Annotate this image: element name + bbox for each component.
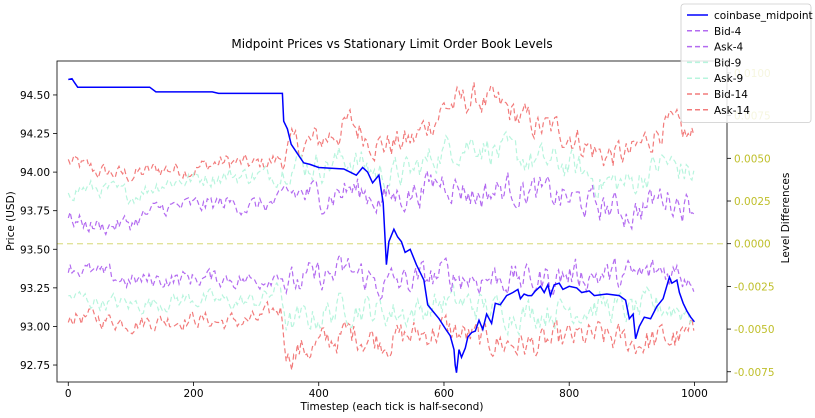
legend-box — [680, 3, 812, 123]
y-tick: 93.00 — [20, 321, 57, 333]
legend-label: Bid-14 — [714, 89, 748, 101]
y-right-tick: -0.0075 — [727, 367, 775, 379]
legend-item: Ask-4 — [687, 42, 744, 54]
y-right-tick-label: 0.0000 — [734, 239, 771, 251]
x-tick-label: 200 — [183, 388, 203, 400]
y-tick-label: 94.50 — [20, 90, 50, 102]
series-bid-4 — [67, 170, 695, 236]
y-tick-label: 93.75 — [20, 206, 50, 218]
y-right-tick: 0.0050 — [727, 153, 771, 165]
x-tick-label: 800 — [559, 388, 579, 400]
y-tick-label: 92.75 — [20, 360, 50, 372]
y-tick-label: 93.00 — [20, 321, 50, 333]
legend-label: Ask-4 — [714, 42, 744, 54]
y-right-tick-label: -0.0050 — [734, 324, 775, 336]
legend-item: Ask-9 — [687, 73, 743, 85]
legend-label: Ask-9 — [714, 73, 743, 85]
plot-frame — [56, 60, 728, 383]
y-right-tick-label: 0.0050 — [734, 153, 771, 165]
y-right-tick: -0.0050 — [727, 324, 775, 336]
legend-item: coinbase_midpoint — [687, 10, 813, 22]
y-tick: 94.00 — [20, 167, 57, 179]
y-tick-label: 93.50 — [20, 244, 50, 256]
y-tick: 93.25 — [20, 283, 57, 295]
y-tick: 92.75 — [20, 360, 57, 372]
x-axis-label: Timestep (each tick is half-second) — [300, 401, 484, 413]
y-tick-label: 94.00 — [20, 167, 50, 179]
series-bid-14 — [67, 82, 695, 183]
y-axis-label: Price (USD) — [5, 191, 17, 251]
legend-item: Bid-9 — [687, 57, 741, 69]
x-tick: 400 — [309, 382, 329, 400]
y-axis-left: 92.75 93.00 93.25 93.50 93.75 94.00 94.25 94.50 — [20, 90, 57, 372]
x-axis: 0 200 400 600 800 1000 — [65, 382, 708, 400]
legend-item: Bid-4 — [687, 26, 742, 38]
legend-label: Ask-14 — [714, 105, 750, 117]
x-tick: 0 — [65, 382, 72, 400]
x-tick: 200 — [183, 382, 204, 400]
y-tick: 94.25 — [20, 129, 57, 141]
chart-title: Midpoint Prices vs Stationary Limit Orde… — [231, 37, 552, 51]
series-bid-9 — [67, 130, 695, 206]
series-ask-4 — [67, 254, 695, 301]
y-tick: 93.50 — [20, 244, 57, 256]
series-coinbase-midpoint — [68, 77, 695, 373]
y-right-tick-label: 0.0025 — [734, 196, 771, 208]
y-right-tick: 0.0000 — [727, 239, 771, 251]
y-tick: 94.50 — [20, 90, 57, 102]
x-tick-label: 600 — [434, 388, 454, 400]
series-ask-9 — [68, 281, 695, 337]
legend-label: Bid-9 — [714, 57, 741, 69]
x-tick-label: 400 — [309, 388, 329, 400]
y-tick-label: 93.25 — [20, 283, 50, 295]
y-right-tick: -0.0025 — [727, 281, 775, 293]
x-tick-label: 0 — [65, 388, 72, 400]
legend-item: Ask-14 — [687, 105, 750, 117]
y-right-tick-label: -0.0075 — [734, 367, 775, 379]
legend: coinbase_midpoint Bid-4 Ask-4 Bid-9 Ask-9 Bid… — [680, 3, 813, 123]
series-layer — [57, 77, 727, 373]
y-tick-label: 94.25 — [20, 129, 50, 141]
y-tick: 93.75 — [20, 206, 57, 218]
x-tick: 1000 — [681, 382, 708, 400]
legend-label: coinbase_midpoint — [714, 10, 813, 22]
x-tick: 600 — [434, 382, 454, 400]
legend-item: Bid-14 — [687, 89, 748, 101]
y-axis-right-label: Level Differences — [780, 173, 792, 264]
plot-background — [57, 61, 727, 382]
x-tick-label: 1000 — [681, 388, 708, 400]
y-right-tick-label: -0.0025 — [734, 281, 775, 293]
x-tick: 800 — [559, 382, 579, 400]
y-right-tick: 0.0025 — [727, 196, 771, 208]
series-ask-14 — [67, 300, 695, 371]
legend-label: Bid-4 — [714, 26, 742, 38]
